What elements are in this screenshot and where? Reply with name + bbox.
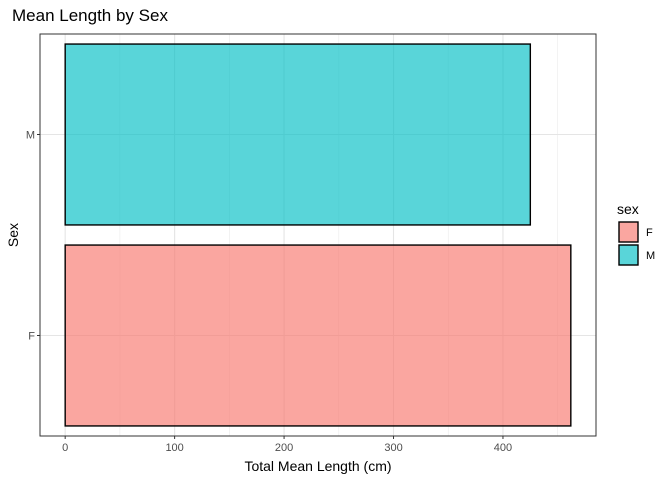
x-tick-label: 0 (62, 442, 68, 454)
bar-M (64, 43, 532, 226)
y-tick-label: F (28, 331, 35, 343)
y-axis: FM (26, 130, 40, 343)
legend-key-M (618, 244, 639, 266)
x-tick-label: 100 (165, 442, 183, 454)
x-tick-label: 400 (494, 442, 512, 454)
legend-title: sex (617, 201, 639, 217)
y-axis-title: Sex (5, 223, 21, 247)
x-axis-title: Total Mean Length (cm) (244, 458, 391, 474)
x-tick-label: 300 (384, 442, 402, 454)
x-axis: 0 100 200 300 400 (62, 436, 512, 454)
panel-border (39, 33, 597, 437)
chart-title: Mean Length by Sex (12, 6, 168, 25)
bar-F (64, 244, 572, 427)
bars (64, 43, 572, 427)
legend-label: M (646, 250, 655, 262)
legend-key-F (618, 221, 639, 243)
legend: sex FM (617, 201, 655, 266)
x-tick-label: 200 (275, 442, 293, 454)
legend-label: F (646, 227, 653, 239)
y-tick-label: M (26, 130, 35, 142)
